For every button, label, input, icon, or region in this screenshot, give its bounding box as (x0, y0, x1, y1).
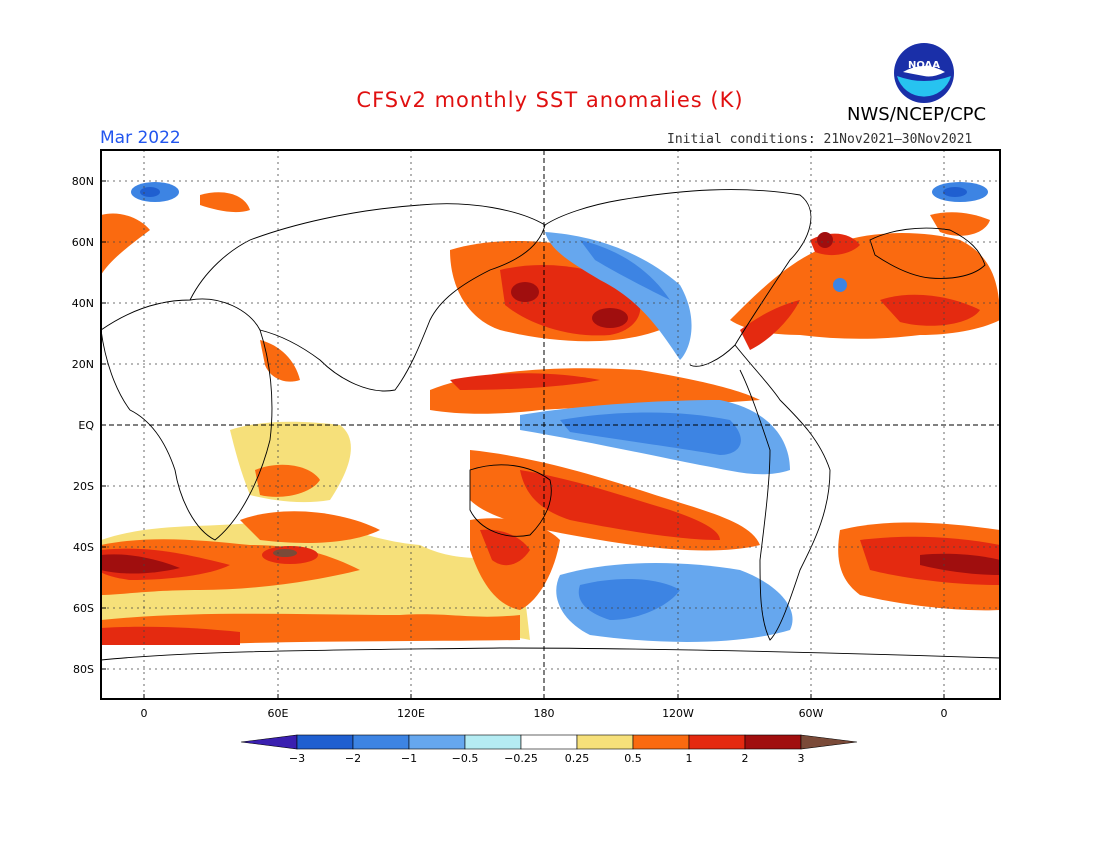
lon-label: 60E (268, 707, 289, 720)
colorbar-labels: −3 −2 −1 −0.5 −0.25 0.25 0.5 1 2 3 (289, 752, 805, 765)
initial-conditions-label: Initial conditions: 21Nov2021–30Nov2021 (667, 132, 973, 147)
colorbar-tick-label: 3 (798, 752, 805, 765)
lon-label: 60W (799, 707, 824, 720)
agency-label: NWS/NCEP/CPC (847, 104, 987, 125)
logo-text: NOAA (908, 60, 940, 71)
colorbar-swatch (576, 734, 634, 750)
lat-label: 60N (72, 236, 94, 249)
colorbar-swatch (352, 734, 410, 750)
graticule (101, 150, 1000, 699)
colorbar-swatch (408, 734, 466, 750)
lat-label: 40S (73, 541, 94, 554)
colorbar-tick-label: −0.5 (452, 752, 479, 765)
map-title: CFSv2 monthly SST anomalies (K) (356, 88, 744, 112)
lat-label: 20S (73, 480, 94, 493)
noaa-logo: NOAA (894, 43, 954, 103)
colorbar-swatch (688, 734, 746, 750)
colorbar-tick-label: 2 (742, 752, 749, 765)
coastlines (100, 189, 1001, 661)
colorbar-tick-label: −0.25 (504, 752, 538, 765)
colorbar-tick-label: −1 (401, 752, 417, 765)
colorbar-swatch (800, 734, 858, 750)
colorbar-tick-label: 0.5 (624, 752, 642, 765)
colorbar-swatches (240, 734, 858, 750)
colorbar-swatch (520, 734, 578, 750)
lon-label: 0 (941, 707, 948, 720)
colorbar-swatch (632, 734, 690, 750)
colorbar-swatch (744, 734, 802, 750)
colorbar-swatch (464, 734, 522, 750)
colorbar-tick-label: 0.25 (565, 752, 590, 765)
lon-label: 120W (662, 707, 694, 720)
lat-label: EQ (78, 419, 94, 432)
valid-month-label: Mar 2022 (100, 128, 181, 148)
colorbar-tick-label: −2 (345, 752, 361, 765)
lon-label: 120E (397, 707, 425, 720)
lat-label: 60S (73, 602, 94, 615)
reference-lines (101, 150, 1000, 699)
colorbar-tick-label: 1 (686, 752, 693, 765)
ticks (101, 180, 945, 699)
colorbar-swatch (296, 734, 354, 750)
lon-label: 180 (534, 707, 555, 720)
lat-label: 20N (72, 358, 94, 371)
lat-label: 80N (72, 175, 94, 188)
lon-label: 0 (141, 707, 148, 720)
colorbar-swatch (240, 734, 298, 750)
lat-label: 40N (72, 297, 94, 310)
colorbar-tick-label: −3 (289, 752, 305, 765)
lat-label: 80S (73, 663, 94, 676)
